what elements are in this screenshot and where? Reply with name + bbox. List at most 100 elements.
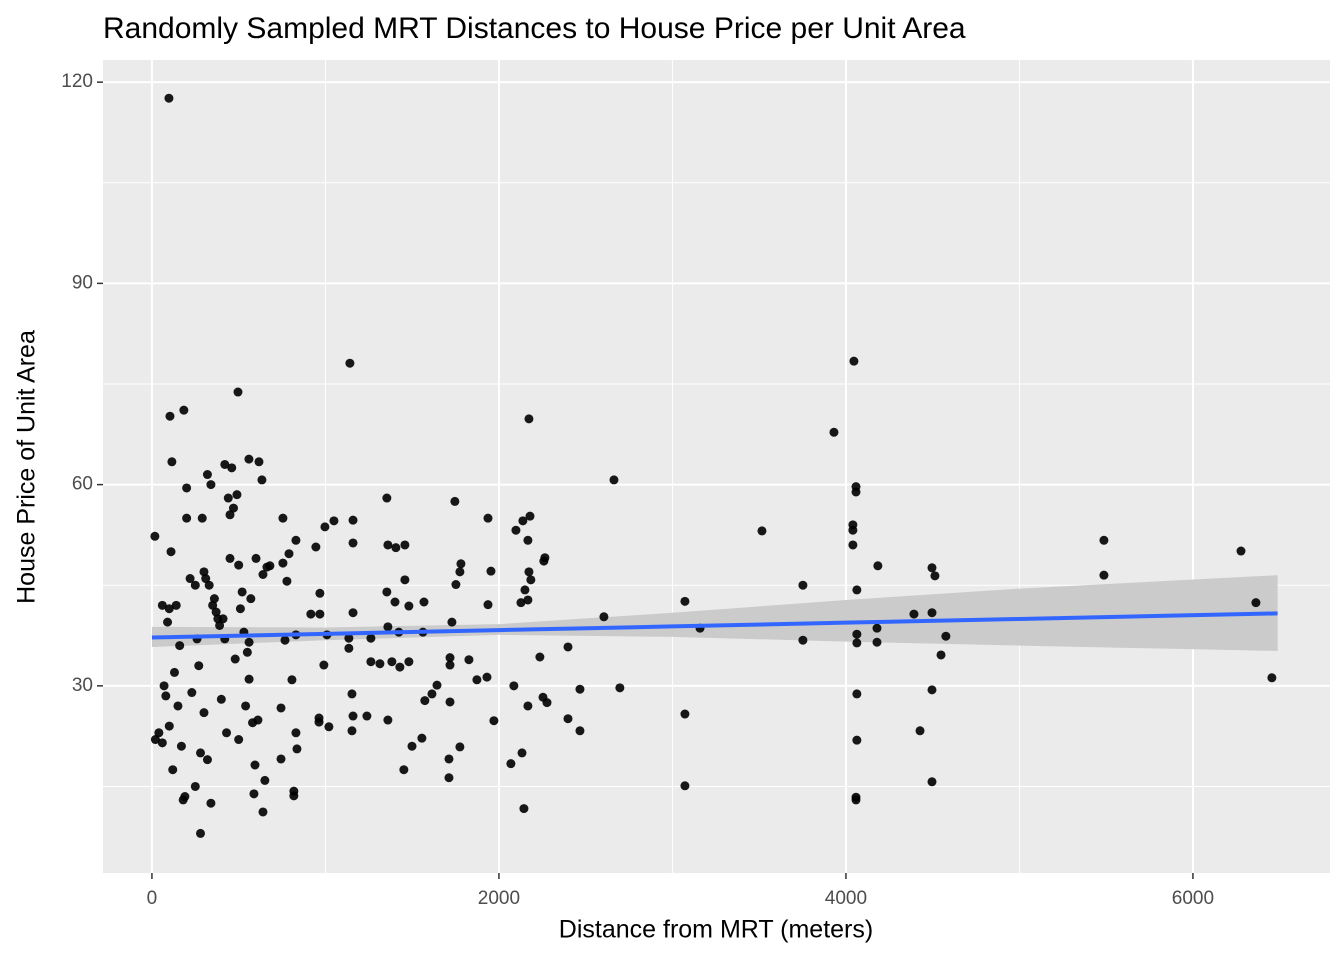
- point: [348, 515, 358, 525]
- point: [194, 661, 204, 671]
- point: [445, 653, 455, 663]
- point: [420, 696, 430, 706]
- point: [444, 754, 454, 764]
- point: [222, 728, 232, 738]
- point: [524, 414, 534, 424]
- point: [852, 585, 862, 595]
- point: [927, 685, 937, 695]
- point: [348, 538, 358, 548]
- point: [455, 567, 465, 577]
- point: [852, 689, 862, 699]
- point: [197, 513, 207, 523]
- point: [232, 490, 242, 500]
- point: [161, 691, 171, 701]
- point: [258, 807, 268, 817]
- point: [154, 728, 164, 738]
- point: [329, 516, 339, 526]
- point: [244, 637, 254, 647]
- point: [432, 680, 442, 690]
- point: [223, 493, 233, 503]
- point: [909, 609, 919, 619]
- point: [211, 607, 221, 617]
- point: [150, 531, 160, 541]
- point: [851, 795, 861, 805]
- point: [523, 535, 533, 545]
- point: [798, 635, 808, 645]
- point: [220, 459, 230, 469]
- point: [258, 569, 268, 579]
- point: [216, 694, 226, 704]
- point: [391, 543, 401, 553]
- point: [164, 93, 174, 103]
- x-tick-label: 0: [147, 888, 158, 909]
- x-axis-title: Distance from MRT (meters): [559, 916, 873, 944]
- point: [542, 698, 552, 708]
- point: [282, 576, 292, 586]
- point: [486, 566, 496, 576]
- plot-panel: [103, 60, 1330, 873]
- point: [278, 513, 288, 523]
- y-tick-label: 90: [72, 272, 93, 293]
- point: [201, 574, 211, 584]
- point: [563, 642, 573, 652]
- point: [314, 717, 324, 727]
- point: [165, 411, 175, 421]
- point: [941, 631, 951, 641]
- point: [450, 496, 460, 506]
- point: [315, 609, 325, 619]
- fit-line: [151, 611, 1278, 640]
- point: [419, 597, 429, 607]
- point: [163, 617, 173, 627]
- point: [520, 585, 530, 595]
- point: [225, 510, 235, 520]
- point: [278, 558, 288, 568]
- point: [157, 738, 167, 748]
- y-axis-title: House Price of Unit Area: [13, 330, 41, 604]
- point: [447, 617, 457, 627]
- point: [202, 470, 212, 480]
- point: [276, 754, 286, 764]
- point: [427, 689, 437, 699]
- point: [185, 574, 195, 584]
- point: [190, 580, 200, 590]
- y-tick-label: 60: [72, 474, 93, 495]
- point: [291, 535, 301, 545]
- point: [180, 792, 190, 802]
- point: [680, 709, 690, 719]
- point: [242, 647, 252, 657]
- point: [320, 522, 330, 532]
- point: [482, 672, 492, 682]
- point: [509, 681, 519, 691]
- point: [523, 595, 533, 605]
- point: [164, 604, 174, 614]
- point: [260, 775, 270, 785]
- point: [289, 791, 299, 801]
- point: [483, 513, 493, 523]
- point: [347, 689, 357, 699]
- point: [518, 516, 528, 526]
- x-tick-label: 6000: [1172, 888, 1214, 909]
- point: [456, 559, 466, 569]
- point: [1099, 535, 1109, 545]
- point: [344, 643, 354, 653]
- point: [344, 633, 354, 643]
- point: [483, 600, 493, 610]
- point: [680, 781, 690, 791]
- point: [387, 657, 397, 667]
- point: [208, 600, 218, 610]
- point: [202, 755, 212, 765]
- point: [150, 735, 160, 745]
- point: [563, 714, 573, 724]
- point: [228, 503, 238, 513]
- point: [241, 701, 251, 711]
- point: [383, 622, 393, 632]
- point: [927, 608, 937, 618]
- point: [852, 629, 862, 639]
- point: [168, 765, 178, 775]
- point: [609, 475, 619, 485]
- y-tick-label: 120: [61, 71, 93, 92]
- point: [451, 580, 461, 590]
- point: [246, 594, 256, 604]
